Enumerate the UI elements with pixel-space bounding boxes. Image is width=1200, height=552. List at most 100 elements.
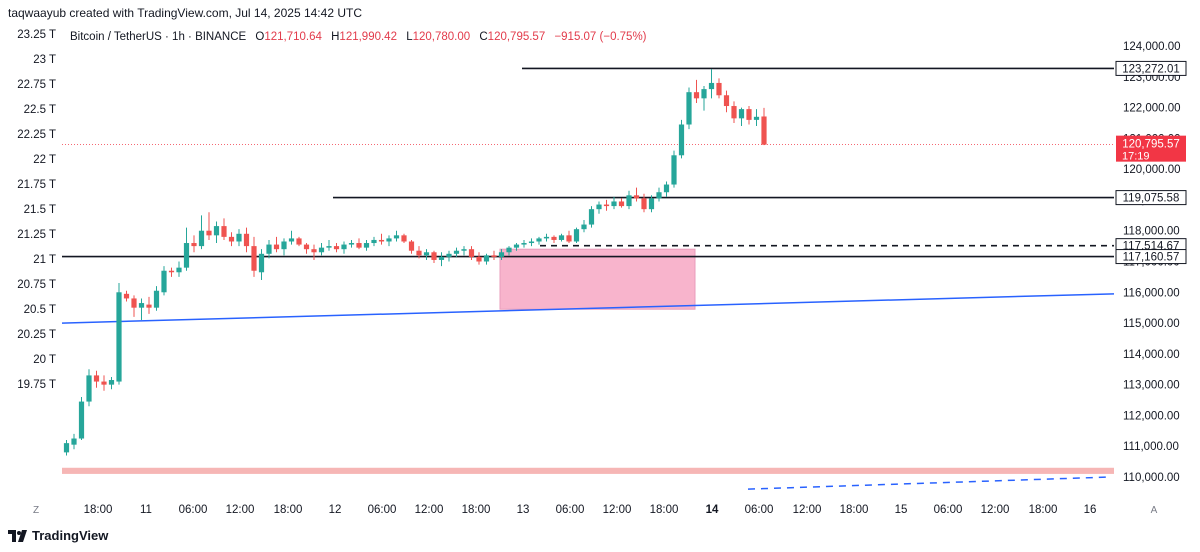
candle-body[interactable] [671,155,677,185]
candle-body[interactable] [221,226,227,237]
candle-body[interactable] [348,243,355,245]
symbol-name[interactable]: Bitcoin / TetherUS · 1h · BINANCE [70,31,247,43]
candle-body[interactable] [93,375,100,382]
candle-body[interactable] [543,236,550,239]
candle-body[interactable] [386,238,392,242]
candle-body[interactable] [716,82,722,96]
candle-body[interactable] [461,249,467,251]
candle-body[interactable] [258,253,265,273]
candle-body[interactable] [663,184,670,193]
candle-body[interactable] [656,192,662,199]
candle-body[interactable] [551,236,557,240]
candle-body[interactable] [63,443,70,453]
candle-body[interactable] [431,252,437,260]
candle-body[interactable] [213,226,220,236]
candle-body[interactable] [708,82,715,90]
candle-body[interactable] [746,109,752,120]
candle-body[interactable] [678,124,685,156]
candle-body[interactable] [86,375,92,402]
candle-body[interactable] [506,247,512,253]
candle-body[interactable] [633,195,640,199]
candle-body[interactable] [483,255,490,262]
candle-body[interactable] [123,293,130,299]
candle-body[interactable] [761,116,767,145]
candle-body[interactable] [588,209,595,225]
candle-body[interactable] [416,250,422,256]
candle-body[interactable] [618,201,625,207]
candle-body[interactable] [491,255,497,257]
candle-body[interactable] [333,246,340,250]
candle-body[interactable] [446,253,452,257]
candle-body[interactable] [371,239,377,244]
candle-body[interactable] [363,243,370,248]
candle-body[interactable] [596,204,602,210]
tradingview-branding[interactable]: TradingView [8,528,108,543]
trendline[interactable] [61,293,1115,324]
candle-body[interactable] [318,247,325,253]
candle-body[interactable] [453,250,460,254]
candle-body[interactable] [153,290,160,308]
candle-body[interactable] [641,198,647,210]
candle-body[interactable] [326,246,332,248]
candle-body[interactable] [603,204,610,207]
candle-body[interactable] [288,238,295,242]
candle-body[interactable] [498,252,505,257]
candle-body[interactable] [566,235,572,242]
candle-body[interactable] [176,267,182,273]
candle-body[interactable] [236,233,242,242]
candle-body[interactable] [581,224,587,230]
candle-body[interactable] [626,195,632,207]
candle-body[interactable] [146,304,152,308]
candle-body[interactable] [423,252,430,256]
candle-body[interactable] [378,239,385,242]
candle-body[interactable] [303,244,310,250]
dashed-trendline[interactable] [747,476,1111,490]
candle-body[interactable] [183,243,190,268]
candle-body[interactable] [311,249,317,253]
candle-body[interactable] [521,243,527,245]
candle-body[interactable] [251,246,257,271]
candle-body[interactable] [341,244,347,250]
candle-body[interactable] [191,243,197,247]
candle-body[interactable] [701,89,707,99]
candle-body[interactable] [108,380,115,385]
candle-body[interactable] [723,95,730,107]
candle-body[interactable] [161,270,167,293]
candle-body[interactable] [648,198,655,210]
candle-body[interactable] [71,438,77,445]
candle-body[interactable] [78,401,85,439]
candle-body[interactable] [611,201,617,207]
candle-body[interactable] [243,233,250,247]
candle-body[interactable] [168,270,175,273]
pink-zone-rectangle[interactable] [499,248,696,310]
candle-body[interactable] [206,230,212,236]
support-band[interactable] [62,467,1114,474]
candle-body[interactable] [468,249,475,257]
candle-body[interactable] [356,243,362,248]
candle-body[interactable] [731,106,737,119]
candle-body[interactable] [116,292,122,382]
candle-body[interactable] [528,241,535,244]
candle-body[interactable] [536,238,542,242]
candle-body[interactable] [438,256,445,260]
candle-body[interactable] [273,244,280,250]
candle-body[interactable] [753,116,760,120]
symbol-legend[interactable]: Bitcoin / TetherUS · 1h · BINANCE O121,7… [70,31,647,43]
candle-body[interactable] [393,235,400,239]
candle-body[interactable] [101,381,107,385]
candle-body[interactable] [401,235,407,242]
candle-body[interactable] [738,109,745,119]
candle-body[interactable] [266,244,272,254]
candle-body[interactable] [686,92,692,125]
candle-body[interactable] [476,256,482,262]
candle-body[interactable] [131,298,137,308]
candle-body[interactable] [693,92,700,99]
candle-body[interactable] [198,230,205,247]
candle-body[interactable] [558,235,565,240]
candle-body[interactable] [573,229,580,242]
candle-body[interactable] [281,241,287,250]
candle-body[interactable] [296,238,302,245]
candle-body[interactable] [228,236,235,242]
candle-body[interactable] [408,241,415,251]
